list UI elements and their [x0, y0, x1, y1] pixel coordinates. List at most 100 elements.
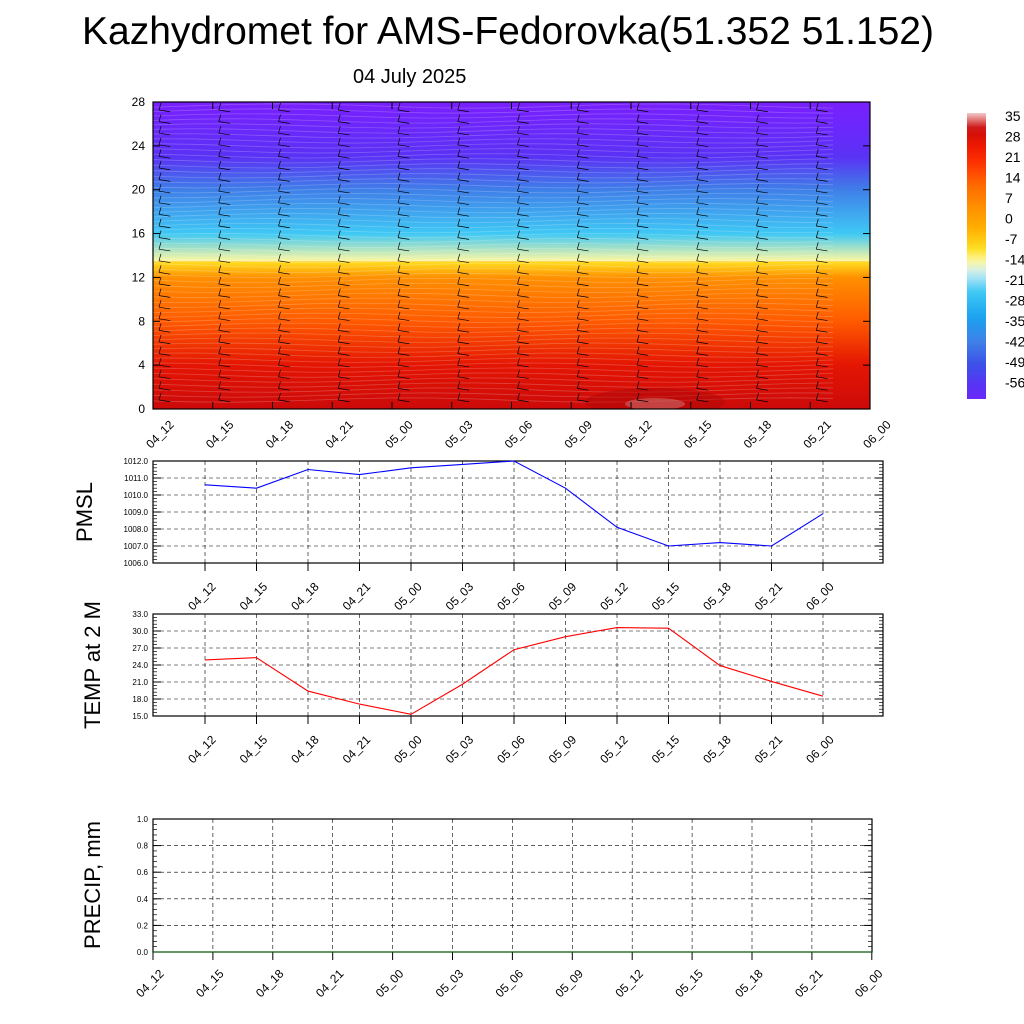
wind-barb	[278, 248, 290, 252]
wind-barb	[158, 341, 171, 345]
y-tick-label: 30.0	[132, 627, 148, 636]
wind-barb	[816, 121, 828, 124]
wind-barb-flag	[876, 126, 878, 133]
wind-barb	[397, 318, 410, 321]
field-contour-line	[153, 302, 834, 308]
wind-barb-flag	[457, 149, 461, 157]
wind-barb	[816, 179, 828, 182]
wind-barb-flag	[756, 265, 759, 273]
wind-barb	[457, 156, 470, 159]
wind-barb-flag	[337, 207, 341, 215]
field-contour-line	[153, 307, 834, 313]
wind-barb	[218, 190, 231, 194]
wind-barb-flag	[756, 126, 759, 134]
x-tick-label: 05_12	[597, 579, 631, 613]
wind-barb-flag	[756, 253, 759, 261]
wind-barb	[517, 341, 529, 345]
x-tick-label: 04_18	[288, 732, 322, 766]
wind-barb-flag	[576, 102, 580, 111]
wind-barb	[457, 388, 470, 391]
wind-barb-flag	[397, 195, 401, 203]
wind-barb-flag	[576, 172, 580, 180]
wind-barb-flag	[876, 231, 878, 238]
wind-barb	[577, 144, 589, 147]
field-xtick-label: 06_00	[860, 417, 894, 451]
wind-barb	[696, 214, 709, 217]
wind-barb	[397, 225, 410, 229]
wind-barb-flag	[815, 300, 819, 308]
wind-barb	[517, 248, 529, 252]
x-tick-label: 06_00	[803, 579, 837, 613]
wind-barb-flag	[278, 392, 281, 401]
wind-barb-flag	[576, 253, 580, 261]
wind-barb-flag	[756, 242, 759, 250]
wind-barb	[457, 167, 470, 171]
wind-barb-flag	[457, 102, 461, 111]
field-contour-line	[153, 342, 834, 348]
wind-barb-flag	[636, 346, 640, 354]
wind-barb-flag	[696, 149, 700, 157]
wind-barb	[577, 225, 589, 229]
wind-barb-flag	[517, 253, 520, 261]
wind-barb-flag	[696, 218, 700, 227]
wind-barb	[517, 179, 529, 182]
wind-barb-flag	[278, 242, 281, 250]
wind-barb	[816, 272, 828, 275]
wind-barb-flag	[278, 172, 281, 180]
wind-barb	[158, 202, 171, 205]
wind-barb	[756, 225, 768, 229]
temp-panel: 15.0 18.0 21.0 24.0 27.0 30.0 33.0 04_12 04_15 04…	[80, 601, 884, 766]
wind-barb-flag	[517, 184, 520, 192]
wind-barb-flag	[517, 149, 520, 157]
field-contour-line	[153, 143, 834, 149]
field-contour-line	[153, 317, 834, 323]
wind-barb-flag	[696, 253, 700, 261]
field-hot-core-center	[625, 398, 685, 409]
x-tick-label: 04_15	[237, 732, 271, 766]
wind-barb	[278, 225, 290, 229]
wind-barb-flag	[218, 265, 222, 273]
wind-barb	[816, 132, 828, 136]
wind-barb	[278, 144, 290, 147]
wind-barb-flag	[696, 334, 700, 343]
wind-barb-flag	[337, 149, 341, 157]
wind-barb-flag	[278, 218, 281, 227]
wind-barb-flag	[278, 369, 281, 377]
wind-barb-flag	[218, 218, 222, 227]
wind-barb	[457, 283, 470, 287]
x-tick-label: 05_21	[792, 966, 826, 1000]
x-tick-label: 05_09	[553, 966, 587, 1000]
wind-barb	[816, 237, 828, 240]
wind-barb-flag	[696, 276, 700, 285]
wind-barb-flag	[576, 160, 580, 169]
wind-barb-flag	[337, 172, 341, 180]
field-contour-line	[153, 347, 834, 353]
wind-barb	[696, 353, 709, 356]
wind-barb-flag	[876, 207, 878, 214]
field-contour-line	[153, 118, 834, 124]
wind-barb-flag	[876, 289, 878, 296]
wind-barb-flag	[756, 172, 759, 180]
wind-barb-flag	[576, 207, 580, 215]
wind-barb-flag	[218, 369, 222, 377]
wind-barb	[577, 341, 589, 345]
wind-barb-flag	[756, 160, 759, 169]
field-contour-line	[153, 218, 834, 224]
wind-barb	[696, 306, 709, 310]
wind-barb-flag	[636, 184, 640, 192]
wind-barb	[517, 121, 529, 124]
wind-barb	[517, 318, 529, 321]
wind-barb	[696, 318, 709, 321]
wind-barb-flag	[636, 102, 640, 111]
wind-barb	[876, 284, 887, 286]
wind-barb-flag	[756, 102, 759, 111]
wind-barb-flag	[218, 242, 222, 250]
wind-barb-flag	[158, 381, 162, 389]
wind-barb	[457, 295, 470, 298]
wind-barb	[218, 225, 231, 229]
wind-barb-flag	[158, 392, 162, 401]
wind-barb-flag	[636, 288, 640, 296]
wind-barb-flag	[876, 103, 878, 110]
wind-barb-flag	[696, 392, 700, 401]
y-tick-label: 33.0	[132, 610, 148, 619]
